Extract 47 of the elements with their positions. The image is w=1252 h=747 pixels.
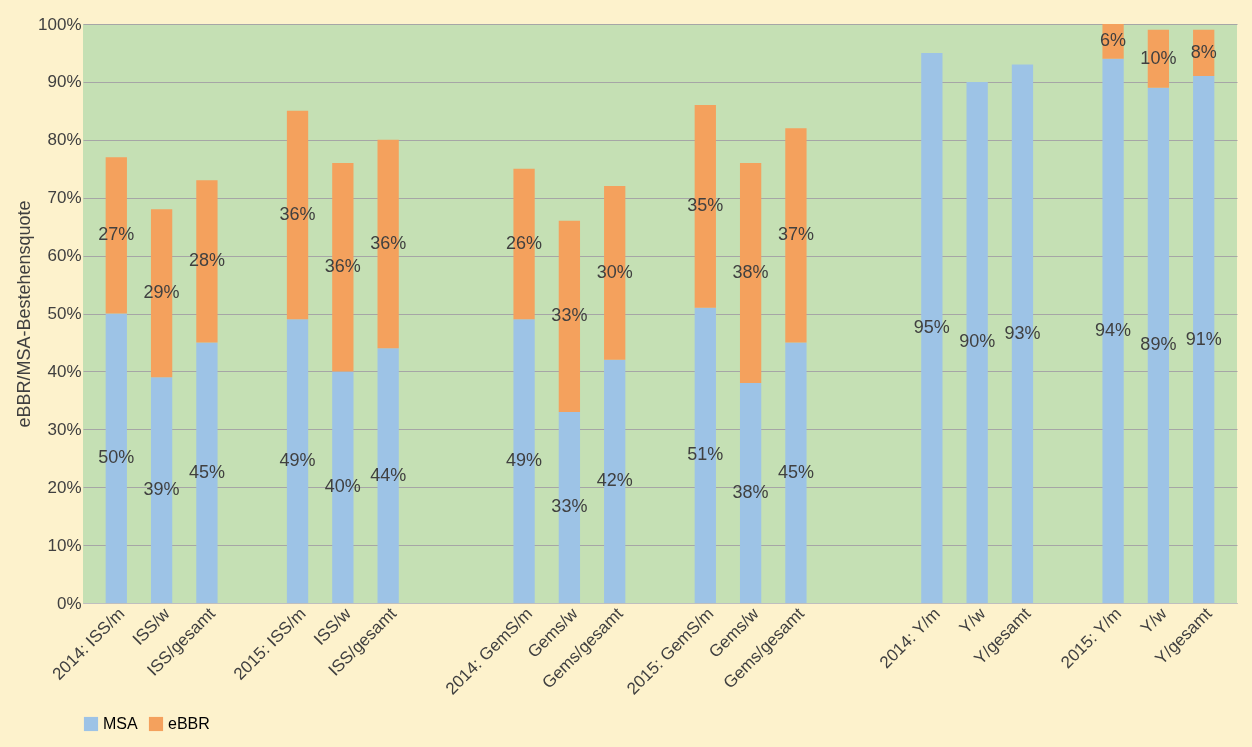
data-label: 36% xyxy=(279,204,316,225)
data-label: 51% xyxy=(687,444,724,465)
data-label: 8% xyxy=(1190,41,1217,62)
y-tick-label: 100% xyxy=(38,14,82,34)
data-label: 38% xyxy=(732,261,769,282)
data-label: 93% xyxy=(1004,322,1041,343)
data-label: 90% xyxy=(959,331,996,352)
data-label: 44% xyxy=(370,464,407,485)
legend-label: MSA xyxy=(103,715,138,732)
data-label: 45% xyxy=(777,461,814,482)
y-tick-label: 0% xyxy=(56,593,82,613)
data-label: 26% xyxy=(506,233,543,254)
y-tick-label: 20% xyxy=(47,477,82,497)
data-label: 28% xyxy=(188,250,225,271)
legend-label: eBBR xyxy=(168,715,210,732)
data-label: 38% xyxy=(732,481,769,502)
data-label: 49% xyxy=(279,450,316,471)
y-tick-label: 40% xyxy=(47,361,82,381)
y-tick-label: 10% xyxy=(47,535,82,555)
data-label: 33% xyxy=(551,305,588,326)
data-label: 33% xyxy=(551,496,588,517)
data-label: 30% xyxy=(596,261,633,282)
data-label: 6% xyxy=(1100,30,1127,51)
data-label: 45% xyxy=(188,461,225,482)
data-label: 37% xyxy=(777,224,814,245)
data-label: 42% xyxy=(596,470,633,491)
data-label: 49% xyxy=(506,450,543,471)
data-label: 35% xyxy=(687,195,724,216)
y-tick-label: 80% xyxy=(47,130,82,150)
y-tick-label: 90% xyxy=(47,72,82,92)
y-tick-label: 70% xyxy=(47,188,82,208)
data-label: 36% xyxy=(370,233,407,254)
data-label: 91% xyxy=(1185,328,1222,349)
data-label: 95% xyxy=(913,316,950,337)
y-axis-title: eBBR/MSA-Bestehensquote xyxy=(14,200,35,428)
y-tick-label: 60% xyxy=(47,246,82,266)
data-label: 40% xyxy=(324,476,361,497)
y-tick-label: 30% xyxy=(47,419,82,439)
data-label: 94% xyxy=(1095,319,1132,340)
data-label: 27% xyxy=(98,224,135,245)
data-label: 10% xyxy=(1140,47,1177,68)
data-label: 36% xyxy=(324,256,361,277)
data-label: 89% xyxy=(1140,334,1177,355)
data-label: 39% xyxy=(143,479,180,500)
y-tick-label: 50% xyxy=(47,304,82,323)
data-label: 29% xyxy=(143,282,180,303)
data-label: 50% xyxy=(98,447,135,468)
